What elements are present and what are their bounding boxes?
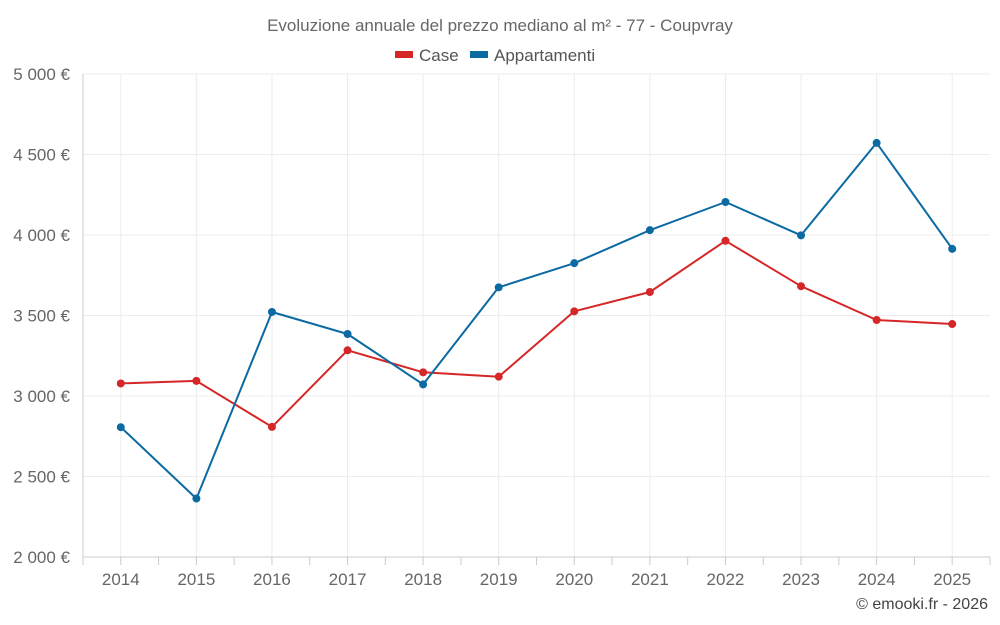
- y-tick-label: 3 500 €: [13, 307, 70, 326]
- chart-title: Evoluzione annuale del prezzo mediano al…: [267, 16, 733, 35]
- credit-text: © emooki.fr - 2026: [856, 596, 988, 613]
- y-tick-label: 2 000 €: [13, 548, 70, 567]
- data-point-appartamenti-2019[interactable]: [494, 283, 503, 292]
- grid: [83, 73, 990, 557]
- data-point-case-2019[interactable]: [494, 372, 503, 381]
- data-point-case-2022[interactable]: [721, 236, 730, 245]
- series: [116, 138, 957, 503]
- x-tick-label: 2024: [858, 570, 896, 589]
- legend: Case Appartamenti: [395, 46, 595, 65]
- x-tick-label: 2023: [782, 570, 820, 589]
- series-line-appartamenti: [120, 141, 954, 500]
- data-point-case-2023[interactable]: [797, 282, 806, 291]
- data-point-appartamenti-2015[interactable]: [192, 494, 201, 503]
- data-point-case-2018[interactable]: [419, 368, 428, 377]
- data-point-appartamenti-2024[interactable]: [872, 138, 881, 147]
- data-point-appartamenti-2017[interactable]: [343, 330, 352, 339]
- data-point-appartamenti-2020[interactable]: [570, 259, 579, 268]
- legend-label-appartamenti: Appartamenti: [494, 46, 595, 65]
- data-point-appartamenti-2018[interactable]: [419, 380, 428, 389]
- data-point-case-2017[interactable]: [343, 346, 352, 355]
- data-point-appartamenti-2014[interactable]: [116, 423, 125, 432]
- x-tick-label: 2020: [555, 570, 593, 589]
- data-point-appartamenti-2021[interactable]: [645, 226, 654, 235]
- data-point-appartamenti-2016[interactable]: [267, 307, 276, 316]
- legend-item-case[interactable]: Case: [395, 46, 459, 65]
- x-tick-label: 2019: [480, 570, 518, 589]
- data-point-appartamenti-2022[interactable]: [721, 197, 730, 206]
- y-tick-label: 3 000 €: [13, 387, 70, 406]
- data-point-appartamenti-2025[interactable]: [948, 244, 957, 253]
- y-tick-label: 4 000 €: [13, 226, 70, 245]
- data-point-case-2024[interactable]: [872, 316, 881, 325]
- y-tick-label: 4 500 €: [13, 146, 70, 165]
- x-tick-label: 2015: [177, 570, 215, 589]
- data-point-case-2021[interactable]: [645, 287, 654, 296]
- data-point-case-2020[interactable]: [570, 307, 579, 316]
- x-tick-label: 2021: [631, 570, 669, 589]
- legend-swatch-appartamenti: [470, 51, 488, 58]
- data-point-case-2015[interactable]: [192, 376, 201, 385]
- legend-label-case: Case: [419, 46, 459, 65]
- legend-swatch-case: [395, 51, 413, 58]
- x-tick-label: 2022: [707, 570, 745, 589]
- series-line-case: [120, 239, 953, 428]
- x-tick-label: 2014: [102, 570, 140, 589]
- axes: 2 000 € 2 500 € 3 000 € 3 500 € 4 000 € 4 500…: [13, 65, 991, 589]
- y-tick-label: 5 000 €: [13, 65, 70, 84]
- x-tick-label: 2018: [404, 570, 442, 589]
- legend-item-appartamenti[interactable]: Appartamenti: [470, 46, 595, 65]
- data-point-case-2016[interactable]: [267, 422, 276, 431]
- data-point-case-2014[interactable]: [116, 379, 125, 388]
- y-tick-label: 2 500 €: [13, 468, 70, 487]
- data-point-case-2025[interactable]: [948, 320, 957, 329]
- series-appartamenti: [116, 138, 957, 503]
- series-case: [116, 236, 957, 431]
- x-tick-label: 2017: [329, 570, 367, 589]
- x-tick-label: 2025: [933, 570, 971, 589]
- data-point-appartamenti-2023[interactable]: [797, 231, 806, 240]
- x-tick-label: 2016: [253, 570, 291, 589]
